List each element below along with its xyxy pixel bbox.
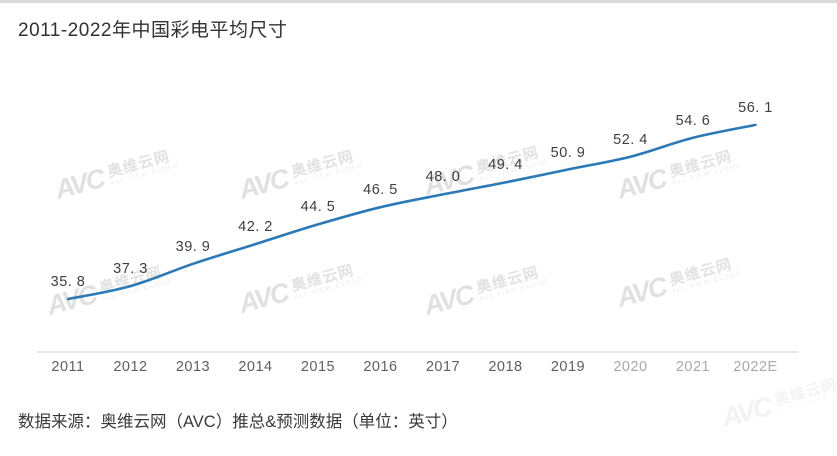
x-axis-label: 2014 xyxy=(238,359,273,375)
data-source-note: 数据来源：奥维云网（AVC）推总&预测数据（单位：英寸） xyxy=(18,413,458,431)
data-label: 56. 1 xyxy=(738,99,773,116)
data-label: 42. 2 xyxy=(238,219,273,236)
data-label: 39. 9 xyxy=(175,238,211,255)
trend-line xyxy=(66,123,757,301)
x-axis-label: 2015 xyxy=(300,359,336,375)
data-label: 50. 9 xyxy=(550,144,586,161)
x-axis-label: 2022E xyxy=(733,359,778,375)
data-label: 52. 4 xyxy=(613,131,648,148)
x-axis-line xyxy=(37,351,798,353)
data-label: 46. 5 xyxy=(363,182,398,199)
data-label: 37. 3 xyxy=(113,261,148,278)
data-label: 44. 5 xyxy=(300,199,336,216)
x-axis-label: 2020 xyxy=(613,359,648,375)
x-axis-label: 2019 xyxy=(550,359,586,375)
data-label: 49. 4 xyxy=(488,157,523,174)
x-axis-label: 2021 xyxy=(675,359,711,375)
x-axis-label: 2016 xyxy=(363,359,398,375)
x-axis-label: 2013 xyxy=(175,359,211,375)
data-label: 48. 0 xyxy=(425,169,461,186)
chart-title: 2011-2022年中国彩电平均尺寸 xyxy=(18,20,288,41)
x-axis-label: 2012 xyxy=(113,359,148,375)
x-axis-label: 2017 xyxy=(425,359,461,375)
line-chart: AVC 奥维云网 ALL VIEW CLOUD AVC 奥维云网 ALL VIEW CLO… xyxy=(0,3,837,456)
data-label: 35. 8 xyxy=(50,274,86,290)
x-axis-label: 2018 xyxy=(488,359,523,375)
x-axis-label: 2011 xyxy=(51,359,85,375)
data-label: 54. 6 xyxy=(675,112,711,129)
trend-line-canvas xyxy=(66,123,757,301)
